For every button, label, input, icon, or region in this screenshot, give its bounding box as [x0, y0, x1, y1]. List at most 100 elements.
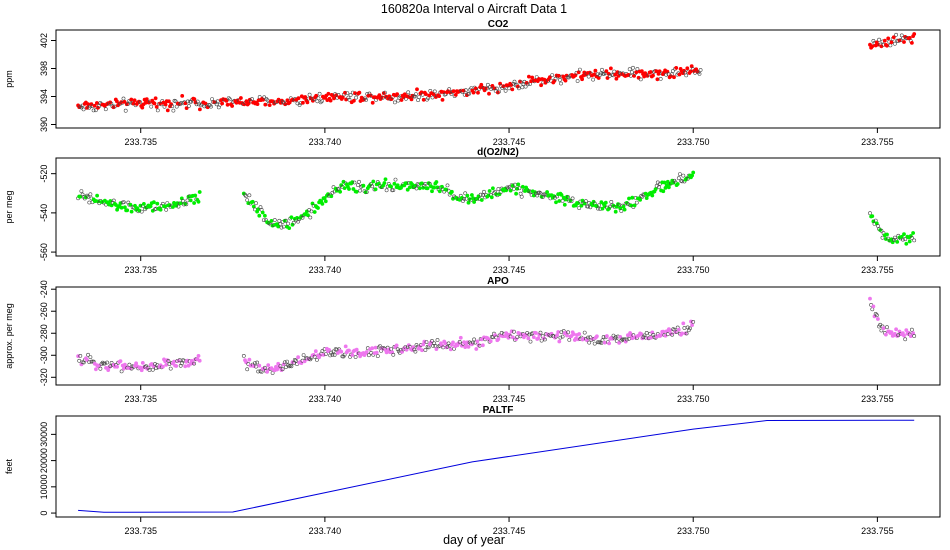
- data-point: [471, 90, 476, 95]
- data-point: [557, 199, 562, 203]
- data-point: [384, 188, 389, 193]
- panel-title: APO: [487, 276, 509, 287]
- data-point: [603, 200, 608, 205]
- data-point: [443, 341, 448, 346]
- data-point: [364, 350, 369, 354]
- data-point: [496, 337, 501, 342]
- y-tick-label: 10000: [39, 474, 49, 499]
- data-point: [314, 93, 319, 98]
- data-point: [420, 348, 424, 353]
- data-point: [591, 77, 596, 82]
- data-point: [613, 72, 618, 77]
- data-point: [277, 218, 282, 223]
- data-point: [559, 192, 564, 197]
- data-point: [405, 187, 410, 192]
- data-point: [174, 104, 179, 109]
- panel-apo: APO approx. per meg 233.735 233.740 233.745 2…: [4, 276, 941, 404]
- data-point: [406, 90, 411, 95]
- data-point: [307, 356, 312, 361]
- data-point: [519, 194, 524, 199]
- data-point: [670, 332, 675, 337]
- data-point: [163, 204, 168, 209]
- data-point: [880, 235, 885, 240]
- data-point: [691, 170, 696, 175]
- data-point: [489, 195, 494, 200]
- data-point: [402, 92, 407, 97]
- data-point: [100, 360, 105, 365]
- data-point: [605, 334, 609, 338]
- data-point: [663, 333, 668, 338]
- data-point: [886, 36, 891, 41]
- data-point: [170, 104, 175, 109]
- plot-frame: [55, 415, 941, 518]
- data-point: [626, 202, 630, 206]
- data-point: [534, 331, 538, 335]
- data-point: [508, 188, 513, 193]
- data-point: [534, 75, 539, 80]
- data-point: [293, 358, 298, 363]
- data-point: [166, 99, 171, 104]
- data-point: [421, 97, 426, 102]
- data-point: [354, 189, 359, 194]
- data-point: [557, 339, 562, 344]
- data-point: [151, 200, 156, 205]
- data-point: [664, 183, 669, 188]
- data-point: [539, 338, 544, 343]
- data-point: [97, 363, 102, 368]
- data-point: [879, 328, 884, 333]
- data-point: [98, 366, 103, 371]
- data-point: [605, 76, 610, 80]
- data-point: [449, 92, 454, 96]
- data-point: [121, 96, 126, 101]
- data-point: [417, 95, 422, 100]
- data-point: [286, 221, 291, 226]
- y-tick-label: -320: [39, 368, 49, 386]
- data-point: [891, 35, 896, 40]
- data-point: [560, 334, 565, 339]
- data-point: [308, 215, 313, 220]
- data-point: [384, 350, 389, 355]
- data-point: [291, 220, 296, 225]
- data-point: [261, 218, 266, 223]
- data-point: [868, 296, 872, 301]
- data-point: [196, 353, 201, 358]
- data-point: [164, 362, 169, 367]
- data-point: [184, 202, 189, 207]
- data-point: [644, 330, 649, 335]
- y-axis-label: ppm: [4, 70, 14, 88]
- data-point: [296, 96, 301, 101]
- data-point: [160, 364, 165, 369]
- data-point: [624, 337, 629, 342]
- data-point: [95, 101, 99, 105]
- data-point: [902, 40, 906, 44]
- data-point: [123, 108, 128, 113]
- data-point: [287, 100, 292, 105]
- data-point: [448, 347, 453, 352]
- data-point: [86, 352, 91, 357]
- data-point: [180, 94, 185, 98]
- data-point: [648, 70, 653, 74]
- data-point: [391, 188, 396, 193]
- y-tick-label: 394: [39, 89, 49, 104]
- data-point: [189, 99, 194, 104]
- data-point: [366, 353, 371, 358]
- data-point: [545, 190, 550, 194]
- data-point: [185, 358, 190, 363]
- data-point: [342, 186, 347, 191]
- data-point: [627, 67, 632, 72]
- data-point: [664, 72, 669, 77]
- data-point: [677, 72, 682, 77]
- data-point: [563, 78, 568, 83]
- data-point: [312, 354, 317, 359]
- x-tick-label: 233.750: [677, 394, 710, 404]
- data-point: [382, 90, 387, 95]
- data-point: [97, 104, 102, 109]
- data-point: [474, 347, 479, 351]
- data-point: [345, 91, 350, 96]
- data-point: [247, 357, 252, 362]
- x-tick-label: 233.740: [309, 137, 342, 147]
- data-point: [580, 77, 585, 82]
- data-point: [425, 186, 430, 191]
- data-point: [427, 93, 432, 98]
- data-point: [437, 94, 442, 99]
